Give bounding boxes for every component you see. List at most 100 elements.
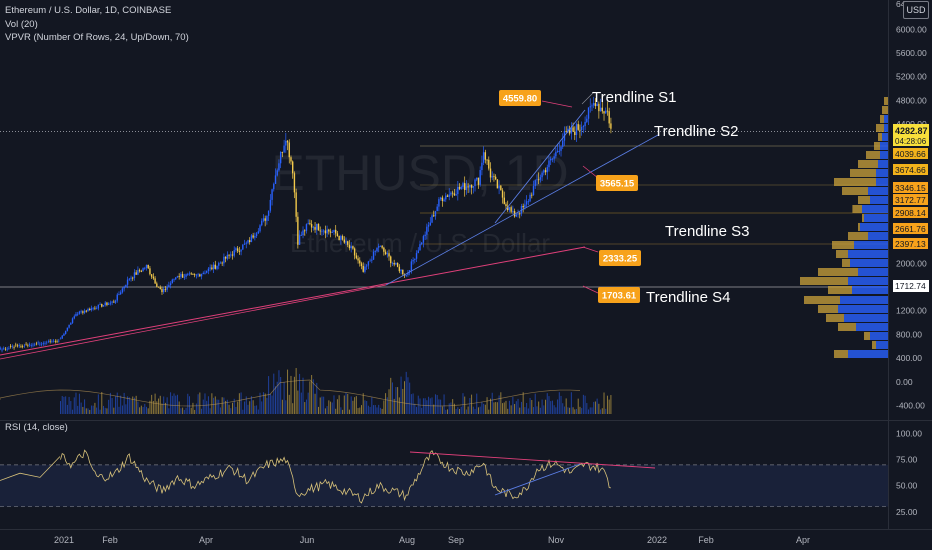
volume-bar: [577, 398, 579, 414]
candle-body: [531, 194, 533, 196]
candle-body: [336, 233, 339, 237]
volume-bar: [507, 408, 509, 414]
candle-body: [367, 261, 370, 266]
candle-body: [216, 265, 218, 269]
volume-bar: [429, 398, 431, 414]
candle-body: [378, 246, 380, 248]
candle-body: [433, 215, 435, 217]
candle-body: [269, 199, 272, 211]
volume-bar: [65, 396, 67, 414]
volume-bar: [164, 402, 166, 414]
price-level-tag: [893, 194, 928, 205]
volume-bar: [608, 399, 610, 414]
candle-body: [548, 160, 550, 168]
candle-body: [224, 256, 227, 259]
candle-body: [455, 194, 457, 196]
candle-body: [111, 301, 113, 303]
volume-bar: [433, 404, 435, 414]
volume-bar: [216, 399, 218, 414]
volume-bar: [563, 406, 565, 414]
volume-bar: [502, 403, 504, 414]
volume-bar: [445, 409, 447, 414]
vpvr-up-bar: [848, 250, 888, 258]
volume-bar: [569, 407, 571, 414]
volume-bar: [519, 407, 521, 414]
candle-body: [512, 211, 514, 212]
trendline-s2: [385, 134, 659, 286]
vpvr-down-bar: [878, 133, 882, 141]
candle-body: [309, 223, 311, 225]
candle-body: [8, 347, 10, 349]
symbol-legend[interactable]: Ethereum / U.S. Dollar, 1D, COINBASE: [5, 5, 172, 16]
volume-bar: [292, 403, 294, 414]
candle-body: [66, 327, 69, 331]
price-level-tag-value: 2908.14: [895, 208, 926, 218]
volume-bar: [75, 392, 77, 414]
price-level-tag: [893, 238, 928, 249]
volume-bar: [594, 401, 596, 414]
candle-body: [360, 263, 363, 267]
candle-body: [300, 234, 302, 236]
candle-body: [460, 187, 462, 189]
candle-body: [515, 214, 517, 217]
candle-body: [204, 272, 206, 274]
volume-bar: [355, 396, 357, 414]
volume-bar: [262, 392, 264, 414]
rsi-legend[interactable]: RSI (14, close): [5, 422, 68, 433]
vpvr-up-bar: [840, 296, 888, 304]
candle-body: [109, 302, 112, 304]
volume-bar: [300, 392, 302, 414]
candle-body: [10, 345, 12, 347]
candle-body: [271, 189, 273, 200]
volume-bar: [510, 405, 512, 414]
volume-bar: [266, 397, 268, 414]
candle-body: [357, 258, 359, 261]
volume-bar: [137, 401, 139, 414]
candle-body: [481, 162, 483, 171]
volume-bar: [586, 403, 588, 414]
candle-body: [398, 266, 401, 272]
volume-bar: [194, 409, 196, 414]
vpvr-up-bar: [876, 169, 888, 177]
vpvr-up-bar: [854, 241, 888, 249]
candle-body: [445, 195, 447, 200]
volume-bar: [576, 408, 577, 414]
candle-body: [457, 186, 459, 195]
candle-body: [13, 347, 15, 348]
volume-legend[interactable]: Vol (20): [5, 19, 38, 30]
volume-bar: [601, 408, 603, 414]
candle-body: [128, 278, 130, 280]
candle-body: [419, 244, 421, 251]
candle-body: [214, 264, 216, 269]
candle-body: [297, 216, 299, 245]
candle-body: [486, 159, 488, 161]
volume-bar: [116, 392, 118, 414]
volume-bar: [176, 394, 178, 414]
volume-bar: [398, 397, 400, 414]
candle-body: [443, 199, 445, 202]
currency-button[interactable]: USD: [903, 1, 929, 19]
vpvr-legend[interactable]: VPVR (Number Of Rows, 24, Up/Down, 70): [5, 32, 189, 43]
volume-bar: [529, 397, 531, 414]
volume-bar: [170, 392, 172, 414]
candle-body: [477, 177, 480, 185]
volume-bar: [85, 408, 87, 414]
candle-body: [610, 123, 612, 129]
volume-bar: [350, 396, 352, 414]
candle-body: [410, 261, 413, 271]
candle-body: [137, 270, 139, 275]
candle-body: [18, 345, 20, 347]
trendline-price-tag: [599, 250, 641, 266]
candle-body: [1, 349, 3, 351]
volume-bar: [477, 407, 479, 414]
volume-bar: [197, 394, 199, 414]
price-axis-tick: -400.00: [896, 401, 925, 411]
volume-bar: [166, 397, 168, 414]
volume-bar: [108, 399, 110, 414]
candle-body: [577, 124, 579, 130]
volume-bar: [287, 369, 289, 414]
volume-bar: [201, 408, 203, 414]
candle-body: [264, 218, 266, 221]
candle-body: [517, 213, 519, 215]
